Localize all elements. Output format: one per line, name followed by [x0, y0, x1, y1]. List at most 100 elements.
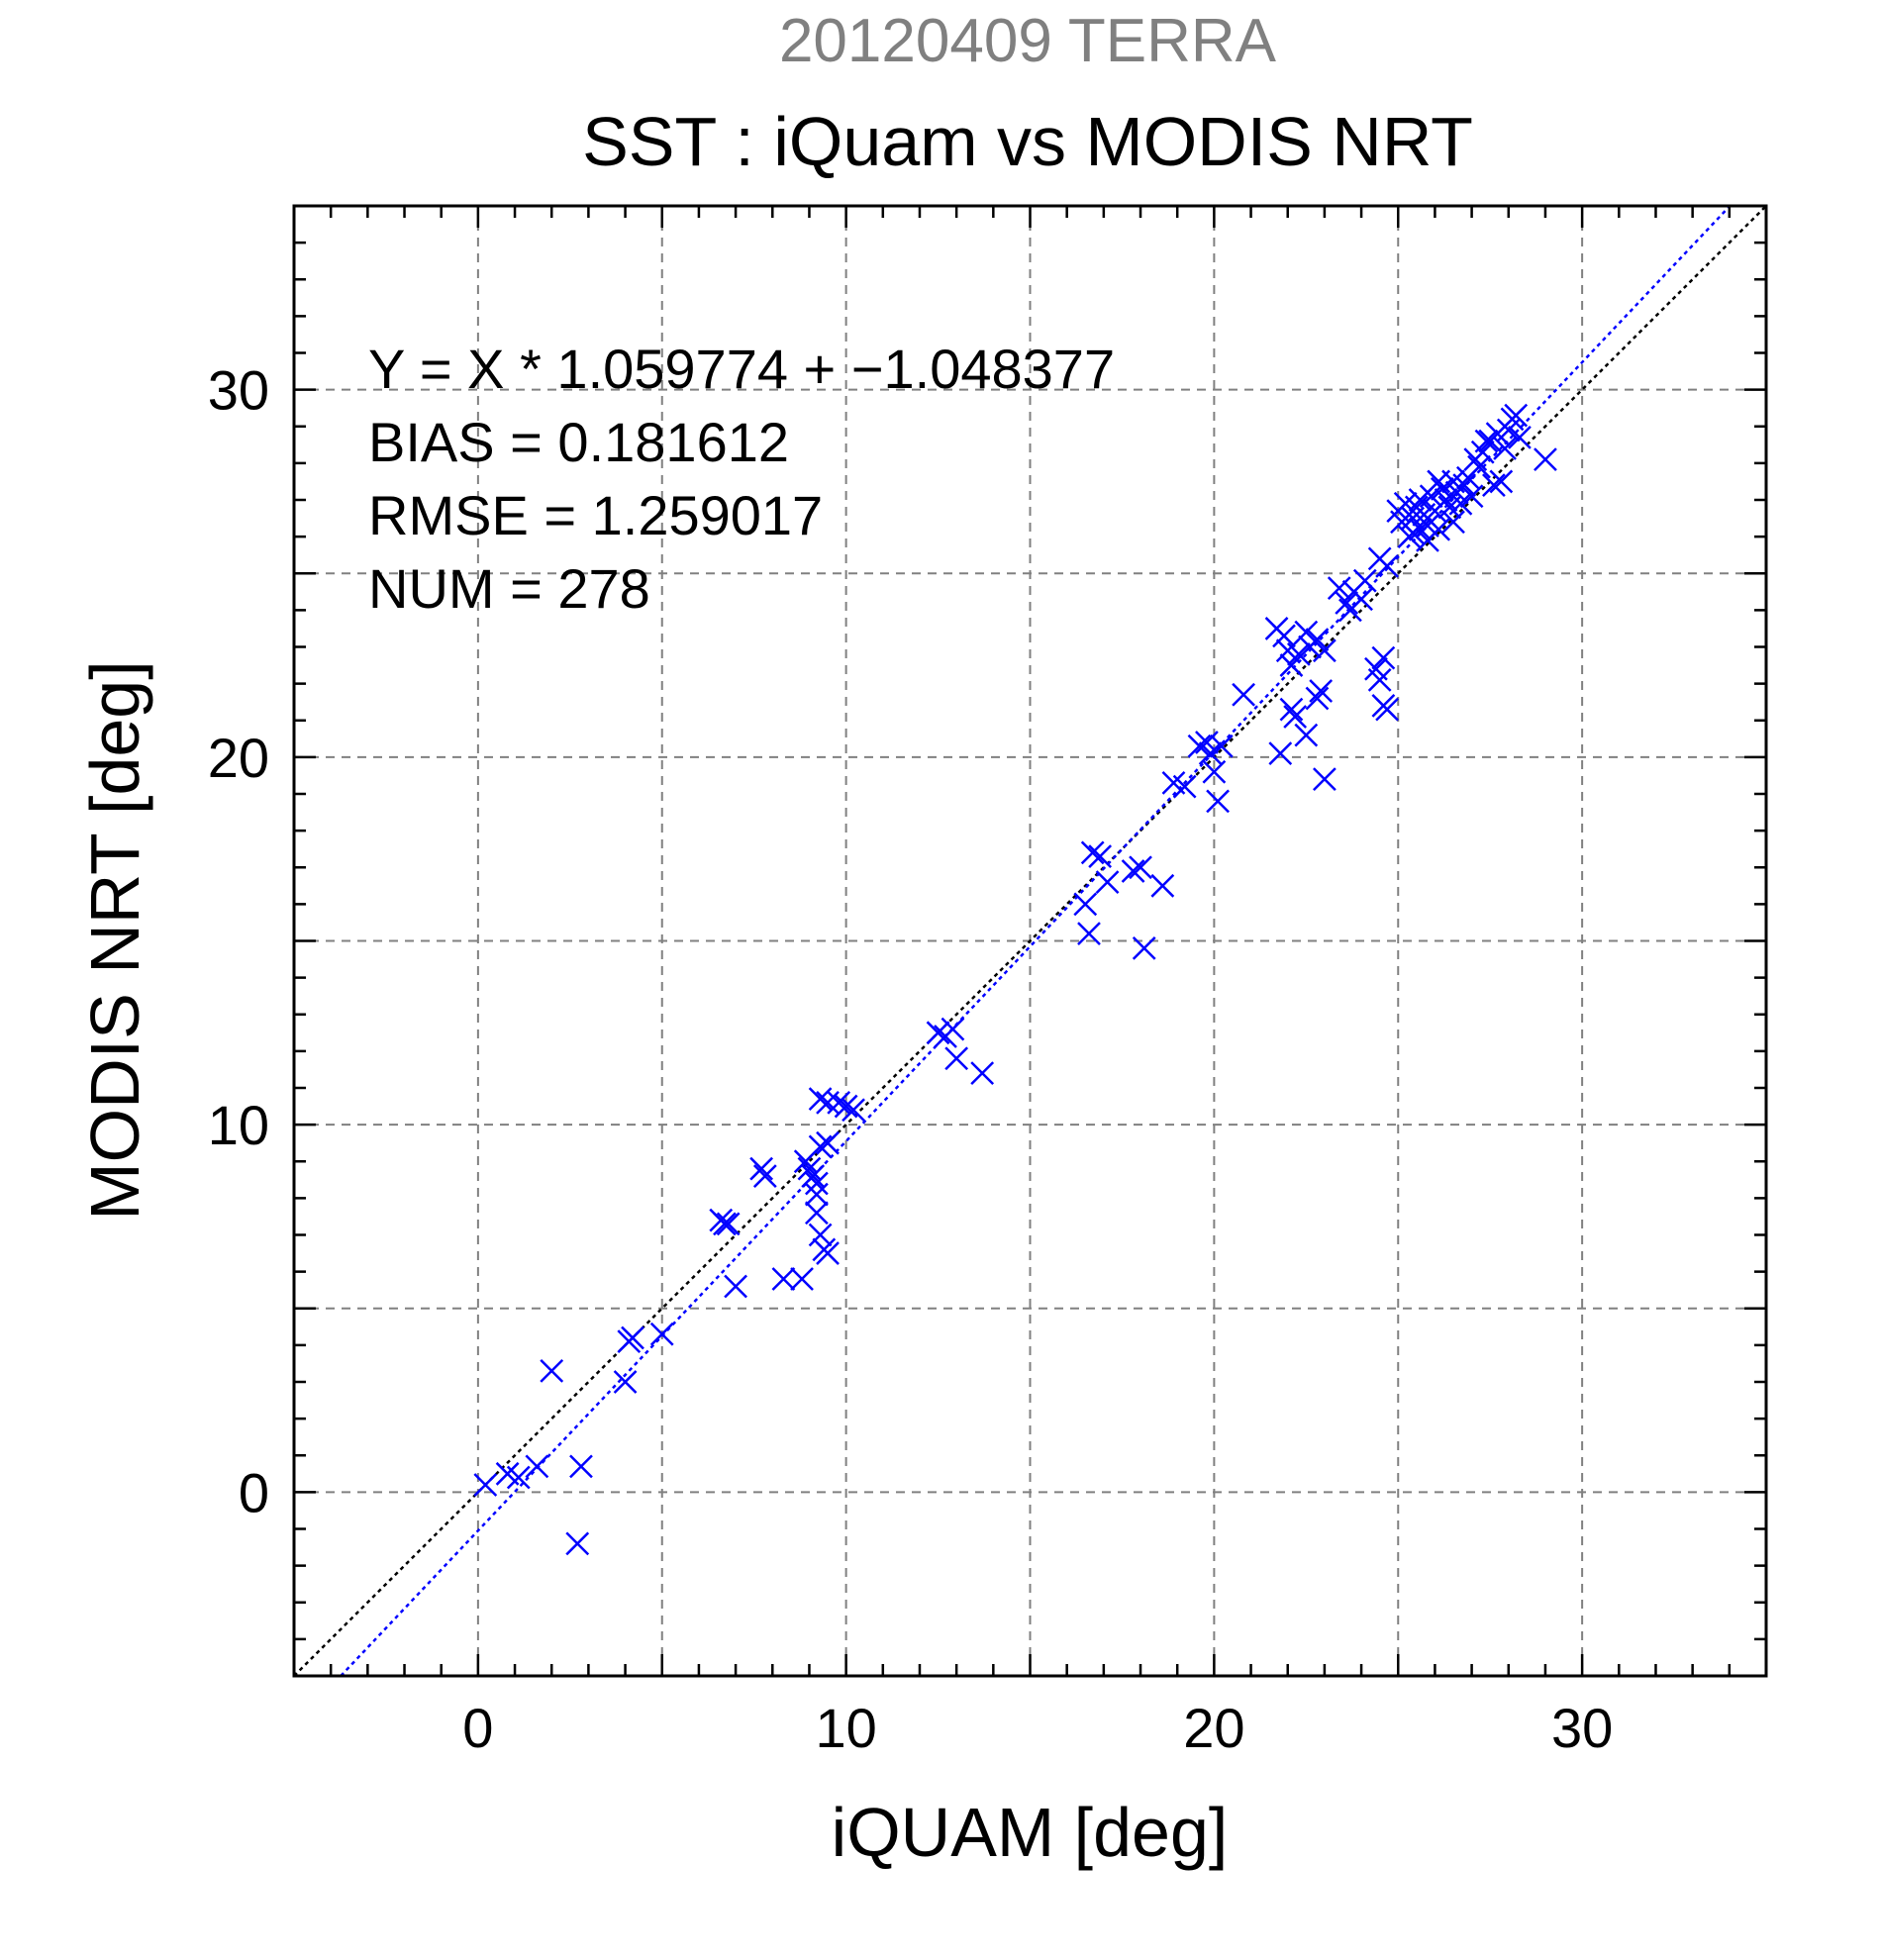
data-point-marker [1493, 437, 1517, 460]
data-point [1427, 469, 1451, 494]
data-point [1309, 679, 1334, 703]
data-point-marker [790, 1267, 814, 1291]
data-point [1232, 682, 1255, 707]
data-point [1132, 936, 1156, 960]
data-point-marker [565, 1531, 590, 1556]
data-point-marker [1504, 403, 1529, 428]
data-point-marker [1335, 591, 1359, 615]
data-point [970, 1061, 995, 1086]
data-point-marker [716, 1212, 741, 1236]
data-point-marker [1172, 774, 1197, 799]
data-point-marker [797, 1156, 822, 1181]
data-point-marker [1088, 844, 1113, 868]
x-axis-label: iQUAM [deg] [832, 1794, 1229, 1871]
data-point [842, 1098, 865, 1123]
data-point [1187, 734, 1212, 758]
data-point-marker [473, 1473, 498, 1497]
data-point [1294, 723, 1319, 747]
data-point-marker [752, 1164, 777, 1188]
x-tick-label: 0 [462, 1697, 493, 1759]
data-point-marker [805, 1201, 829, 1225]
data-point [816, 1241, 840, 1265]
data-point [752, 1164, 777, 1188]
data-point-marker [1474, 429, 1499, 453]
data-point-marker [1313, 767, 1336, 792]
data-point-marker [816, 1090, 840, 1115]
data-point [569, 1454, 593, 1479]
data-point-marker [1338, 598, 1362, 623]
data-point-marker [1121, 859, 1145, 883]
data-point-marker [1452, 473, 1477, 498]
data-point-marker [1294, 620, 1319, 644]
data-point-marker [1272, 624, 1296, 648]
data-point [621, 1325, 644, 1350]
data-point [525, 1454, 549, 1479]
data-point [1408, 517, 1433, 541]
data-point-marker [1080, 840, 1105, 865]
data-point-marker [1283, 705, 1308, 729]
data-point-marker [944, 1046, 969, 1071]
y-axis-label: MODIS NRT [deg] [76, 660, 153, 1220]
data-point-marker [1313, 638, 1336, 663]
data-point-marker [1187, 734, 1212, 758]
data-point [790, 1267, 814, 1291]
data-point-marker [842, 1098, 865, 1123]
data-point [1209, 734, 1234, 758]
data-point [1268, 741, 1293, 766]
data-point [613, 1370, 638, 1394]
data-point [797, 1156, 822, 1181]
data-point [805, 1171, 829, 1196]
data-point [1305, 628, 1330, 651]
data-point [1088, 844, 1113, 868]
data-point [1482, 473, 1506, 498]
data-point-marker [1305, 628, 1330, 651]
data-point [1534, 447, 1557, 472]
data-point [1313, 638, 1336, 663]
data-point-marker [1132, 936, 1156, 960]
data-point [1150, 873, 1175, 898]
data-point-marker [569, 1454, 593, 1479]
x-tick-label: 20 [1183, 1697, 1244, 1759]
data-point-marker [1202, 759, 1227, 784]
data-point-marker [1375, 697, 1399, 722]
data-point-marker [1367, 668, 1392, 692]
data-point [805, 1182, 829, 1207]
data-point-marker [506, 1465, 531, 1490]
data-point [1459, 484, 1484, 509]
data-point-marker [816, 1130, 840, 1155]
data-point [1283, 705, 1308, 729]
data-point-marker [808, 1087, 833, 1112]
data-point-marker [525, 1454, 549, 1479]
data-point [1077, 922, 1101, 945]
data-point-marker [1352, 568, 1377, 593]
data-point [1474, 429, 1499, 453]
data-point-marker [970, 1061, 995, 1086]
data-point [808, 1134, 833, 1159]
data-point-marker [1206, 789, 1230, 814]
data-point-marker [771, 1267, 796, 1291]
data-point [1371, 645, 1396, 670]
data-point [1338, 598, 1362, 623]
data-point-marker [1371, 645, 1396, 670]
data-points [473, 403, 1557, 1556]
data-point-marker [1489, 469, 1514, 494]
data-point [1367, 668, 1392, 692]
data-point [834, 1094, 858, 1119]
data-point [1294, 620, 1319, 644]
data-point-marker [1232, 682, 1255, 707]
data-point-marker [808, 1223, 833, 1247]
data-point [1080, 840, 1105, 865]
data-point [1335, 591, 1359, 615]
data-point [1198, 741, 1223, 766]
axis-ticks [294, 206, 1766, 1676]
data-point-marker [1073, 892, 1098, 917]
data-point-marker [1408, 517, 1433, 541]
data-point [940, 1017, 965, 1041]
data-point-marker [649, 1322, 674, 1346]
y-tick-label: 30 [208, 359, 269, 422]
data-point [1129, 855, 1152, 880]
data-point [1467, 454, 1491, 479]
data-point [1313, 767, 1336, 792]
data-point-marker [1095, 870, 1120, 894]
